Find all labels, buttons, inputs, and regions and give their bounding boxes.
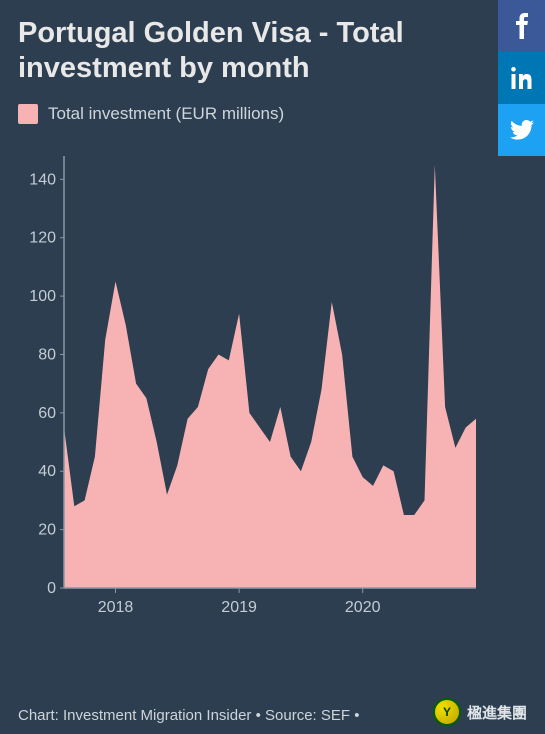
legend-label: Total investment (EUR millions) [48,104,284,124]
legend: Total investment (EUR millions) [18,104,527,124]
y-tick-label: 120 [29,229,56,246]
chart-svg: 0 20 40 60 80 100 120 140 2018 2019 2020 [24,148,484,628]
area-chart: 0 20 40 60 80 100 120 140 2018 2019 2020 [24,148,484,628]
y-tick-label: 40 [38,463,56,480]
x-tick-label: 2018 [98,599,134,616]
linkedin-icon [511,67,533,89]
twitter-icon [510,120,534,140]
y-tick-label: 100 [29,288,56,305]
y-tick-label: 140 [29,171,56,188]
watermark-text-cn: 楹進集團 [467,702,527,723]
y-tick-label: 80 [38,346,56,363]
share-linkedin-button[interactable] [498,52,545,104]
chart-attribution: Chart: Investment Migration Insider • So… [18,707,359,724]
y-tick-label: 60 [38,404,56,421]
x-tick-label: 2019 [221,599,257,616]
social-share-bar [498,0,545,156]
legend-swatch [18,104,38,124]
y-tick-label: 0 [47,580,56,597]
facebook-icon [515,13,529,39]
share-twitter-button[interactable] [498,104,545,156]
watermark-badge: Y [433,698,461,726]
x-tick-label: 2020 [345,599,381,616]
area-series [64,164,476,587]
watermark: Y 楹進集團 [433,698,527,726]
share-facebook-button[interactable] [498,0,545,52]
y-tick-label: 20 [38,521,56,538]
chart-title: Portugal Golden Visa - Total investment … [18,16,478,86]
